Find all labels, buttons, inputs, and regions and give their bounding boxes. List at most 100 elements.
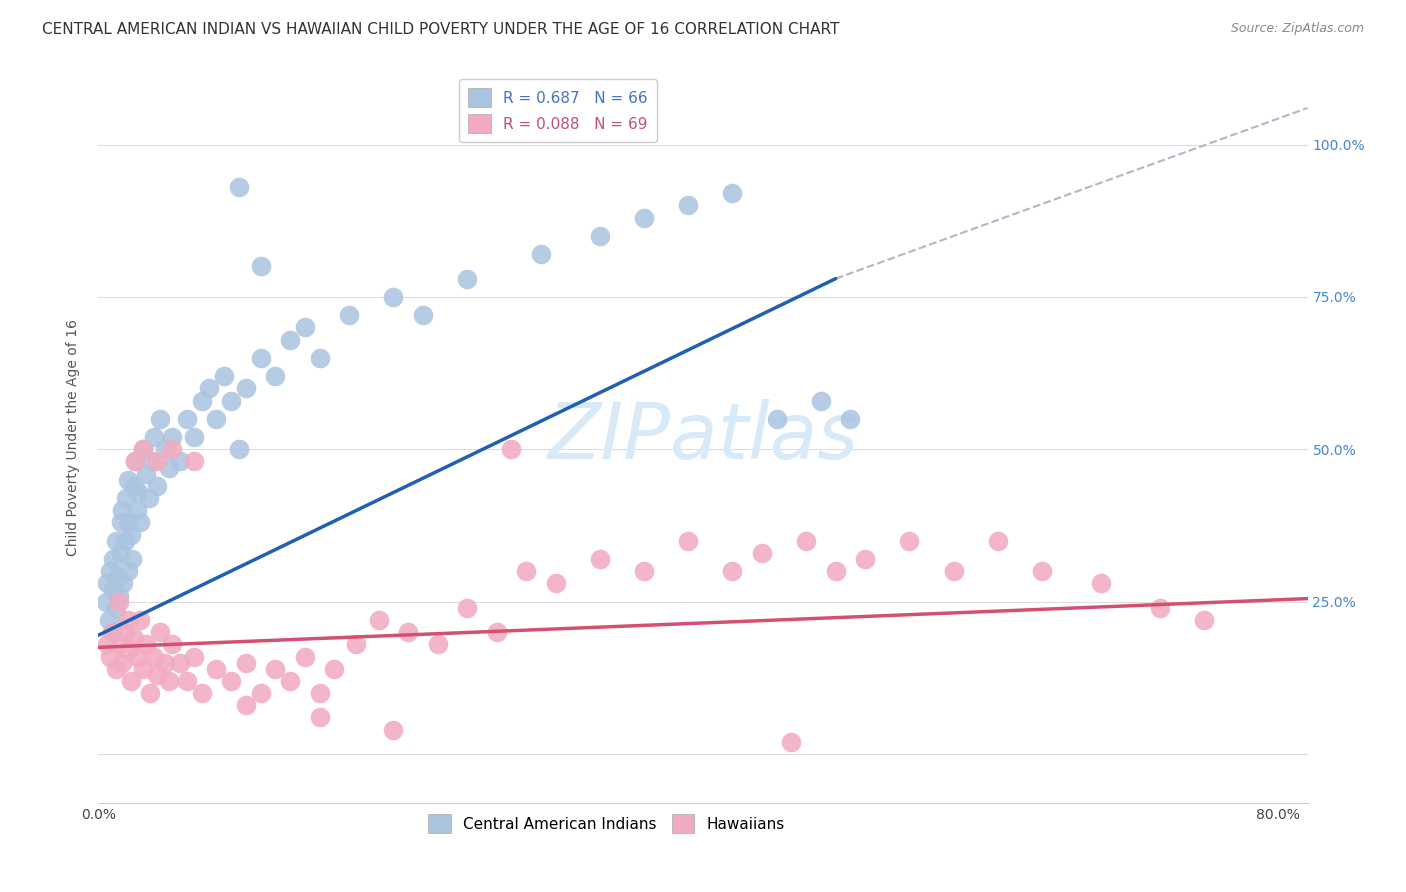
- Point: [146, 479, 169, 493]
- Point: [1090, 576, 1112, 591]
- Point: [294, 320, 316, 334]
- Point: [183, 454, 205, 468]
- Point: [205, 662, 228, 676]
- Point: [120, 527, 142, 541]
- Point: [219, 673, 242, 688]
- Point: [96, 576, 118, 591]
- Point: [1031, 564, 1053, 578]
- Point: [382, 723, 405, 737]
- Point: [249, 351, 271, 365]
- Point: [122, 632, 145, 646]
- Point: [426, 637, 449, 651]
- Point: [190, 393, 212, 408]
- Point: [485, 625, 508, 640]
- Point: [157, 673, 180, 688]
- Point: [205, 412, 228, 426]
- Point: [235, 381, 257, 395]
- Point: [1149, 600, 1171, 615]
- Point: [942, 564, 965, 578]
- Point: [987, 533, 1010, 548]
- Point: [149, 412, 172, 426]
- Point: [100, 625, 122, 640]
- Point: [149, 625, 172, 640]
- Point: [135, 637, 157, 651]
- Point: [111, 656, 134, 670]
- Point: [143, 430, 166, 444]
- Point: [396, 625, 419, 640]
- Point: [183, 649, 205, 664]
- Point: [501, 442, 523, 457]
- Point: [824, 564, 846, 578]
- Point: [323, 662, 346, 676]
- Point: [169, 656, 191, 670]
- Point: [112, 576, 135, 591]
- Point: [678, 198, 700, 212]
- Point: [101, 582, 124, 597]
- Point: [456, 271, 478, 285]
- Point: [98, 564, 121, 578]
- Point: [153, 442, 176, 457]
- Point: [176, 673, 198, 688]
- Point: [898, 533, 921, 548]
- Text: ZIPatlas: ZIPatlas: [547, 399, 859, 475]
- Point: [212, 369, 235, 384]
- Point: [135, 467, 157, 481]
- Point: [337, 308, 360, 322]
- Point: [117, 643, 139, 657]
- Point: [721, 564, 744, 578]
- Point: [101, 625, 124, 640]
- Point: [678, 533, 700, 548]
- Point: [121, 552, 143, 566]
- Point: [544, 576, 567, 591]
- Point: [249, 260, 271, 274]
- Point: [198, 381, 221, 395]
- Point: [128, 516, 150, 530]
- Point: [97, 613, 120, 627]
- Point: [124, 454, 146, 468]
- Point: [146, 667, 169, 681]
- Point: [530, 247, 553, 261]
- Point: [278, 673, 301, 688]
- Point: [157, 460, 180, 475]
- Point: [308, 686, 330, 700]
- Point: [1194, 613, 1216, 627]
- Point: [589, 552, 612, 566]
- Point: [114, 533, 136, 548]
- Point: [125, 649, 148, 664]
- Point: [839, 412, 862, 426]
- Point: [105, 533, 128, 548]
- Point: [117, 613, 139, 627]
- Point: [110, 516, 132, 530]
- Point: [633, 211, 655, 225]
- Point: [456, 600, 478, 615]
- Point: [264, 662, 287, 676]
- Point: [115, 491, 138, 505]
- Point: [176, 412, 198, 426]
- Point: [264, 369, 287, 384]
- Point: [117, 473, 139, 487]
- Point: [235, 698, 257, 713]
- Point: [105, 600, 128, 615]
- Point: [114, 625, 136, 640]
- Point: [346, 637, 368, 651]
- Point: [235, 656, 257, 670]
- Point: [160, 637, 183, 651]
- Y-axis label: Child Poverty Under the Age of 16: Child Poverty Under the Age of 16: [66, 318, 80, 556]
- Point: [153, 656, 176, 670]
- Point: [219, 393, 242, 408]
- Point: [110, 546, 132, 560]
- Point: [131, 442, 153, 457]
- Point: [131, 442, 153, 457]
- Point: [751, 546, 773, 560]
- Point: [367, 613, 389, 627]
- Point: [128, 613, 150, 627]
- Point: [308, 351, 330, 365]
- Point: [120, 673, 142, 688]
- Point: [810, 393, 832, 408]
- Text: CENTRAL AMERICAN INDIAN VS HAWAIIAN CHILD POVERTY UNDER THE AGE OF 16 CORRELATIO: CENTRAL AMERICAN INDIAN VS HAWAIIAN CHIL…: [42, 22, 839, 37]
- Point: [141, 454, 163, 468]
- Point: [127, 485, 149, 500]
- Point: [118, 516, 141, 530]
- Point: [108, 589, 131, 603]
- Point: [131, 662, 153, 676]
